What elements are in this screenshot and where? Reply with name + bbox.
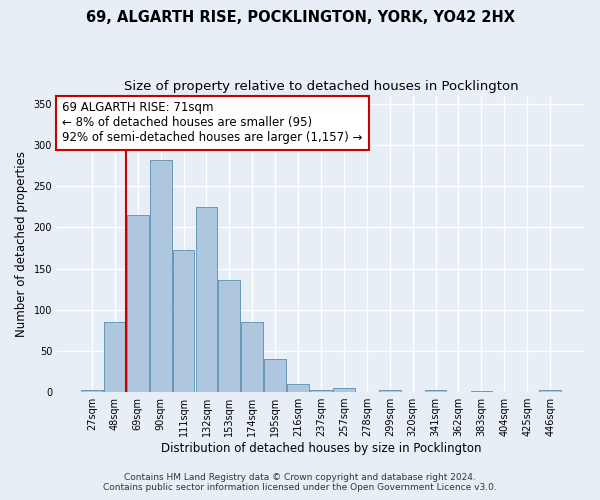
Bar (333, 388, 355, 392)
Text: Contains HM Land Registry data © Crown copyright and database right 2024.
Contai: Contains HM Land Registry data © Crown c… (103, 473, 497, 492)
Bar (150, 160, 172, 392)
Text: 69, ALGARTH RISE, POCKLINGTON, YORK, YO42 2HX: 69, ALGARTH RISE, POCKLINGTON, YORK, YO4… (86, 10, 515, 25)
Bar (173, 250, 194, 392)
Bar (81, 390, 103, 392)
Text: 69 ALGARTH RISE: 71sqm
← 8% of detached houses are smaller (95)
92% of semi-deta: 69 ALGARTH RISE: 71sqm ← 8% of detached … (62, 102, 362, 144)
Bar (425, 390, 446, 392)
X-axis label: Distribution of detached houses by size in Pocklington: Distribution of detached houses by size … (161, 442, 481, 455)
Bar (127, 215, 149, 392)
Bar (379, 390, 401, 392)
Y-axis label: Number of detached properties: Number of detached properties (15, 151, 28, 337)
Bar (265, 359, 286, 392)
Bar (196, 207, 217, 392)
Title: Size of property relative to detached houses in Pocklington: Size of property relative to detached ho… (124, 80, 518, 93)
Bar (241, 322, 263, 392)
Bar (310, 390, 332, 392)
Bar (104, 322, 126, 392)
Bar (218, 280, 240, 392)
Bar (287, 384, 309, 392)
Bar (539, 390, 561, 392)
